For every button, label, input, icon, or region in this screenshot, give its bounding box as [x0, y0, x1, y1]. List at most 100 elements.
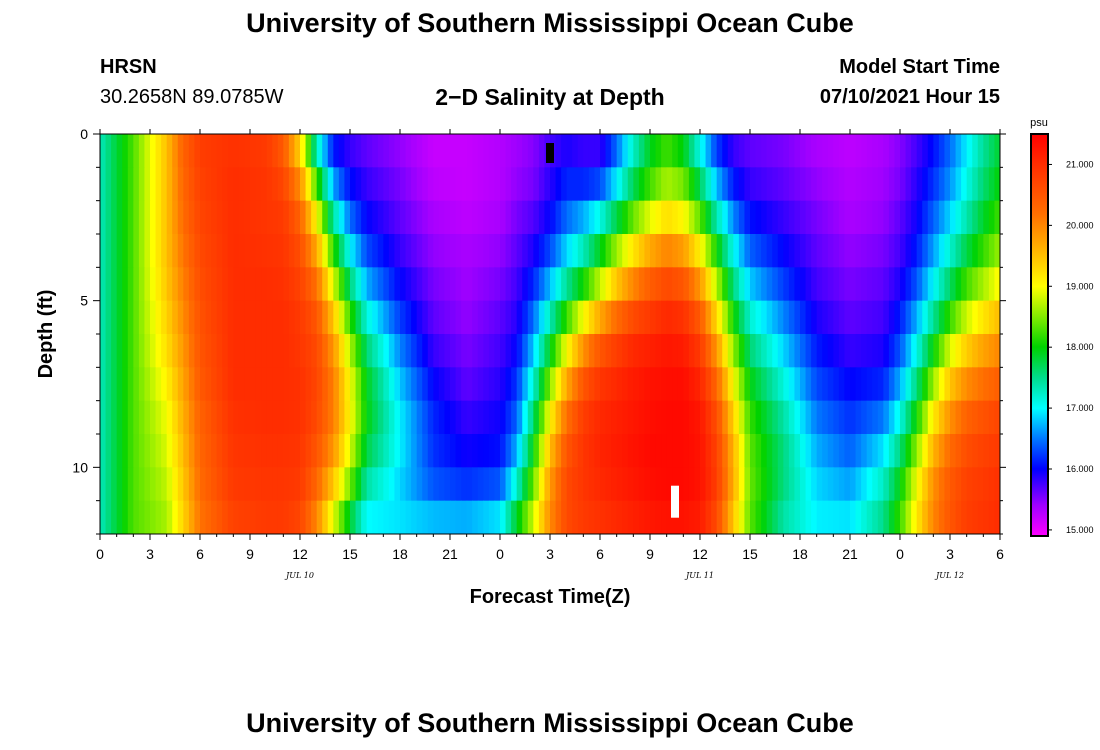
- heatmap-cell: [983, 434, 990, 468]
- heatmap-cell: [683, 200, 690, 235]
- heatmap-cell: [961, 367, 968, 402]
- heatmap-cell: [816, 134, 823, 168]
- heatmap-cell: [211, 300, 218, 335]
- heatmap-cell: [472, 234, 479, 268]
- heatmap-cell: [716, 300, 723, 335]
- heatmap-cell: [105, 467, 112, 502]
- heatmap-cell: [494, 134, 501, 168]
- heatmap-cell: [122, 167, 129, 202]
- heatmap-cell: [322, 267, 329, 302]
- heatmap-cell: [844, 167, 851, 202]
- heatmap-cell: [405, 500, 412, 534]
- heatmap-cell: [755, 400, 762, 435]
- heatmap-cell: [677, 434, 684, 468]
- heatmap-cell: [916, 334, 923, 368]
- heatmap-cell: [488, 500, 496, 534]
- heatmap-cell: [494, 400, 501, 435]
- heatmap-cell: [388, 434, 396, 468]
- heatmap-cell: [661, 334, 668, 368]
- heatmap-cell: [261, 267, 268, 302]
- heatmap-cell: [250, 334, 257, 368]
- heatmap-cell: [594, 267, 601, 302]
- heatmap-cell: [811, 500, 818, 534]
- heatmap-cell: [838, 267, 846, 302]
- heatmap-cell: [705, 367, 712, 402]
- heatmap-cell: [844, 467, 851, 502]
- heatmap-cell: [655, 400, 662, 435]
- heatmap-cell: [822, 234, 829, 268]
- heatmap-cell: [277, 367, 284, 402]
- heatmap-cell: [866, 234, 873, 268]
- heatmap-cell: [422, 267, 429, 302]
- heatmap-cell: [527, 467, 534, 502]
- heatmap-cell: [461, 234, 468, 268]
- heatmap-cell: [988, 367, 996, 402]
- heatmap-cell: [483, 467, 490, 502]
- heatmap-cell: [327, 434, 334, 468]
- heatmap-cell: [194, 267, 201, 302]
- heatmap-cell: [350, 334, 357, 368]
- colorbar-tick-label: 18.000: [1066, 342, 1094, 352]
- heatmap-cell: [577, 400, 584, 435]
- heatmap-cell: [100, 234, 107, 268]
- heatmap-cell: [572, 500, 579, 534]
- heatmap-cell: [333, 200, 340, 235]
- heatmap-cell: [588, 500, 596, 534]
- heatmap-cell: [116, 267, 123, 302]
- heatmap-cell: [361, 200, 368, 235]
- heatmap-cell: [977, 367, 984, 402]
- heatmap-cell: [688, 400, 696, 435]
- heatmap-cell: [216, 334, 223, 368]
- heatmap-cell: [216, 234, 223, 268]
- heatmap-cell: [700, 467, 707, 502]
- heatmap-cell: [255, 300, 262, 335]
- heatmap-cell: [888, 267, 896, 302]
- heatmap-cell: [744, 134, 751, 168]
- heatmap-cell: [816, 334, 823, 368]
- heatmap-cell: [855, 167, 862, 202]
- heatmap-cell: [933, 234, 940, 268]
- heatmap-cell: [155, 400, 162, 435]
- heatmap-cell: [661, 134, 668, 168]
- heatmap-cell: [733, 167, 740, 202]
- heatmap-cell: [805, 200, 812, 235]
- heatmap-cell: [894, 267, 901, 302]
- heatmap-cell: [488, 200, 496, 235]
- heatmap-cell: [977, 500, 984, 534]
- heatmap-cell: [527, 367, 534, 402]
- heatmap-cell: [327, 400, 334, 435]
- heatmap-cell: [988, 200, 996, 235]
- heatmap-cell: [305, 334, 312, 368]
- heatmap-cell: [716, 467, 723, 502]
- heatmap-cell: [916, 234, 923, 268]
- heatmap-cell: [961, 500, 968, 534]
- heatmap-cell: [927, 467, 934, 502]
- heatmap-cell: [500, 467, 507, 502]
- heatmap-cell: [944, 200, 951, 235]
- heatmap-cell: [961, 234, 968, 268]
- heatmap-cell: [227, 467, 234, 502]
- heatmap-cell: [750, 200, 757, 235]
- heatmap-cell: [811, 200, 818, 235]
- heatmap-cell: [222, 367, 229, 402]
- heatmap-cell: [950, 434, 957, 468]
- heatmap-cell: [388, 300, 396, 335]
- heatmap-cell: [311, 234, 318, 268]
- heatmap-cell: [394, 134, 401, 168]
- heatmap-cell: [138, 400, 146, 435]
- heatmap-cell: [394, 267, 401, 302]
- heatmap-cell: [377, 200, 384, 235]
- heatmap-cell: [233, 167, 240, 202]
- heatmap-cell: [855, 434, 862, 468]
- heatmap-cell: [788, 334, 796, 368]
- heatmap-cell: [655, 300, 662, 335]
- heatmap-cell: [494, 367, 501, 402]
- heatmap-cell: [944, 300, 951, 335]
- heatmap-cell: [722, 467, 729, 502]
- heatmap-cell: [522, 400, 529, 435]
- heatmap-cell: [277, 334, 284, 368]
- heatmap-cell: [266, 167, 273, 202]
- heatmap-cell: [422, 500, 429, 534]
- heatmap-cell: [150, 134, 157, 168]
- heatmap-cell: [105, 434, 112, 468]
